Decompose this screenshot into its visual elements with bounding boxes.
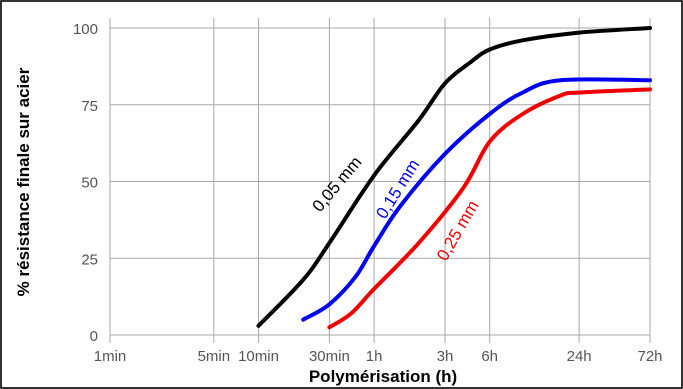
x-tick-label: 6h	[481, 348, 498, 365]
y-tick-label: 25	[81, 251, 98, 268]
series-lines	[256, 26, 652, 330]
x-tick-label: 3h	[437, 348, 454, 365]
y-tick-label: 0	[90, 328, 98, 345]
series-labels: 0,05 mm 0,15 mm0,25 mm	[309, 153, 483, 264]
y-tick-label: 100	[73, 21, 98, 38]
x-tick-label: 24h	[567, 348, 592, 365]
y-tick-label: 50	[81, 175, 98, 192]
x-axis-title: Polymérisation (h)	[309, 367, 457, 386]
series-label-2: 0,25 mm	[433, 197, 483, 264]
series-line-2	[327, 87, 652, 330]
series-label-0: 0,05 mm	[309, 153, 366, 216]
series-line-0	[256, 26, 652, 328]
x-tick-label: 72h	[637, 348, 662, 365]
series-line-1	[301, 77, 652, 322]
y-axis-title: % résistance finale sur acier	[14, 67, 33, 296]
grid	[109, 18, 651, 343]
tick-labels: 0 25 50 75 100 1min 5min 10min 30min 1h 3h 6h 24h 72h	[73, 21, 663, 365]
x-tick-label: 1h	[366, 348, 383, 365]
x-tick-label: 5min	[198, 348, 231, 365]
x-tick-label: 1min	[94, 348, 127, 365]
x-tick-label: 30min	[309, 348, 350, 365]
x-tick-label: 10min	[238, 348, 279, 365]
y-tick-label: 75	[81, 98, 98, 115]
